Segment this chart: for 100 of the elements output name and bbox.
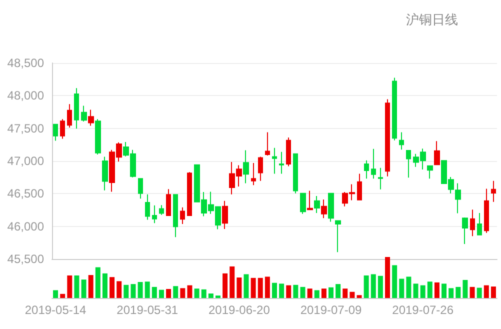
bar: [328, 287, 334, 298]
bar: [88, 275, 94, 298]
x-tick-label: 2019-07-09: [300, 303, 362, 317]
candlestick: [60, 118, 65, 140]
candlestick: [484, 188, 489, 234]
bar: [230, 266, 235, 298]
bar: [201, 289, 206, 298]
candlestick: [335, 220, 341, 253]
candlestick: [272, 147, 277, 174]
candlestick: [173, 194, 178, 238]
bar: [364, 275, 369, 298]
candlestick: [74, 88, 79, 130]
y-tick-label: 46,000: [7, 219, 44, 234]
candlestick: [357, 173, 362, 200]
bar: [434, 282, 440, 298]
bar: [448, 288, 454, 298]
candlestick: [378, 167, 383, 190]
y-tick-label: 48,000: [7, 88, 44, 103]
bar: [314, 290, 320, 298]
bar: [166, 288, 172, 298]
bar: [144, 282, 150, 298]
bar: [392, 265, 398, 298]
bar: [102, 273, 108, 298]
candlestick: [258, 156, 263, 182]
bar: [173, 286, 178, 298]
candlestick: [251, 162, 256, 186]
bar: [194, 288, 200, 298]
bar: [476, 288, 482, 298]
bar: [321, 288, 326, 298]
candlestick: [300, 192, 306, 214]
bar: [293, 284, 298, 298]
bar: [286, 285, 292, 298]
bar: [336, 284, 341, 298]
bar: [484, 285, 489, 298]
bar: [236, 278, 242, 298]
x-tick-label: 2019-07-26: [392, 303, 454, 317]
bar: [413, 284, 418, 298]
candlestick: [491, 180, 496, 202]
bar: [208, 293, 214, 298]
bar: [279, 284, 284, 298]
bar: [406, 276, 412, 298]
candlestick: [152, 204, 157, 224]
bar: [124, 284, 129, 298]
y-tick-label: 45,500: [7, 252, 44, 266]
bar: [490, 286, 496, 298]
bar: [300, 286, 306, 298]
bar: [399, 278, 404, 298]
candlestick: [95, 118, 101, 155]
bar: [81, 280, 86, 298]
bar: [427, 282, 432, 298]
candlestick: [462, 217, 468, 244]
y-tick-label: 48,500: [7, 56, 44, 70]
candlestick: [88, 109, 94, 126]
bar: [95, 267, 100, 298]
candlestick: [67, 104, 72, 128]
bar: [138, 282, 143, 298]
x-tick-label: 2019-05-31: [116, 303, 178, 317]
candlestick: [138, 178, 143, 200]
candlestick: [145, 194, 150, 220]
bar: [250, 278, 256, 298]
candlestick: [307, 190, 313, 210]
candlestick: [159, 204, 164, 216]
candlestick: [385, 98, 390, 177]
candlestick: [166, 188, 171, 216]
candlestick: [392, 77, 397, 141]
candlestick: [364, 160, 369, 180]
candlestick: [187, 172, 192, 216]
bar: [342, 288, 348, 298]
y-tick-label: 46,500: [7, 186, 44, 201]
bar: [158, 290, 164, 298]
candlestick: [434, 140, 440, 166]
bar: [470, 286, 475, 298]
bar: [264, 276, 270, 298]
bar: [67, 275, 72, 298]
bar: [420, 285, 426, 298]
candlestick: [328, 192, 334, 222]
candlestick: [53, 124, 58, 142]
y-tick-label: 47,000: [7, 154, 44, 168]
bar: [442, 284, 447, 298]
x-tick-label: 2019-05-14: [24, 303, 87, 317]
candlestick: [293, 153, 298, 194]
bar: [110, 277, 115, 298]
bar: [152, 286, 157, 298]
candlestick: [427, 165, 433, 180]
x-tick-label: 2019-06-20: [208, 303, 270, 317]
candlestick: [222, 200, 228, 230]
bar: [356, 295, 362, 298]
candlestick: [477, 212, 482, 236]
bar: [462, 280, 468, 298]
bar: [74, 275, 80, 298]
chart-title: 沪铜日线: [406, 12, 458, 27]
bar: [187, 285, 192, 298]
bar: [244, 274, 249, 298]
bar: [456, 286, 461, 298]
bar: [378, 276, 383, 298]
bar: [60, 294, 66, 298]
bar: [307, 288, 312, 298]
candlestick: [399, 132, 404, 150]
bar: [116, 281, 122, 298]
candlestick: [371, 148, 376, 180]
